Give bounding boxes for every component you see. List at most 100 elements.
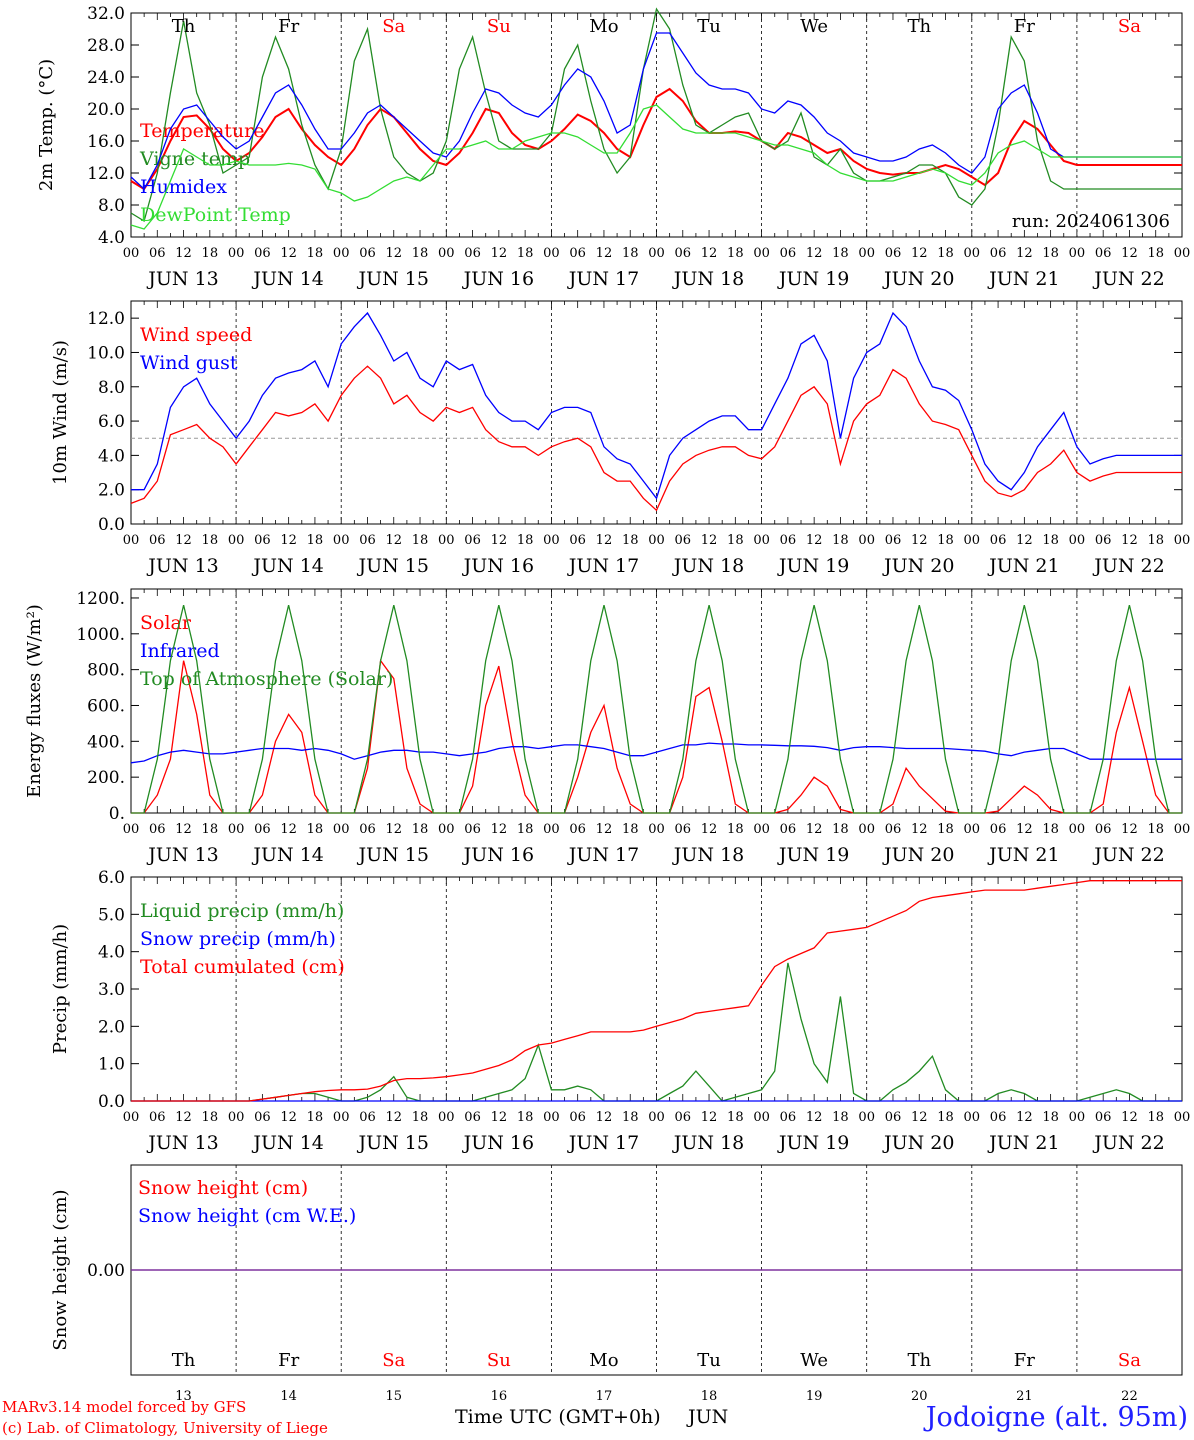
date-label: JUN 19 [777,268,849,290]
hour-tick-label: 00 [753,1110,770,1125]
date-label: JUN 15 [357,1132,429,1154]
hour-tick-label: 06 [780,246,797,261]
hour-tick-label: 18 [622,1110,639,1125]
hour-tick-label: 18 [307,822,324,837]
legend-entry: Wind gust [140,352,238,374]
hour-tick-label: 12 [806,533,823,548]
y-tick-label: 6.0 [98,412,125,432]
day-number-label: 19 [806,1389,823,1404]
hour-tick-label: 00 [438,533,455,548]
date-label: JUN 22 [1092,1132,1164,1154]
weekday-label: Mo [589,16,618,37]
hour-tick-label: 06 [254,1110,271,1125]
hour-tick-label: 00 [438,1110,455,1125]
legend-entry: Liquid precip (mm/h) [140,900,344,922]
y-tick-label: 8.0 [98,378,125,398]
weekday-label: Sa [382,16,405,37]
hour-tick-label: 12 [385,246,402,261]
date-label: JUN 19 [777,844,849,866]
hour-tick-label: 00 [333,246,350,261]
hour-tick-label: 12 [911,822,928,837]
hour-tick-label: 18 [1147,533,1164,548]
hour-tick-label: 00 [1069,822,1086,837]
weekday-label: Th [907,16,931,37]
hour-tick-label: 06 [1095,822,1112,837]
x-axis-title: Time UTC (GMT+0h) [455,1406,661,1428]
hour-tick-label: 12 [1016,246,1033,261]
hour-tick-label: 06 [254,246,271,261]
hour-tick-label: 12 [175,533,192,548]
hour-tick-label: 18 [832,1110,849,1125]
date-label: JUN 16 [462,1132,534,1154]
y-tick-label: 2.0 [98,481,125,501]
x-axis-month: JUN [688,1406,729,1428]
hour-tick-label: 06 [254,822,271,837]
hour-tick-label: 00 [753,822,770,837]
hour-tick-label: 00 [1174,533,1191,548]
hour-tick-label: 06 [569,533,586,548]
series-total-cumulated-cm- [131,880,1182,1102]
y-tick-label: 24.0 [87,68,125,88]
hour-tick-label: 00 [543,533,560,548]
hour-tick-label: 12 [491,246,508,261]
hour-tick-label: 00 [333,533,350,548]
hour-tick-label: 00 [123,246,140,261]
hour-tick-label: 12 [491,533,508,548]
hour-tick-label: 12 [280,533,297,548]
hour-tick-label: 06 [885,533,902,548]
day-number-label: 18 [701,1389,718,1404]
hour-tick-label: 00 [438,246,455,261]
weekday-label: Th [172,16,196,37]
hour-tick-label: 18 [727,1110,744,1125]
hour-tick-label: 12 [1016,533,1033,548]
hour-tick-label: 06 [464,822,481,837]
hour-tick-label: 18 [202,246,219,261]
series-wind-gust [131,311,1182,500]
hour-tick-label: 00 [858,1110,875,1125]
hour-tick-label: 18 [412,246,429,261]
hour-tick-label: 12 [911,1110,928,1125]
date-label: JUN 18 [672,555,744,577]
hour-tick-label: 00 [858,533,875,548]
hour-tick-label: 18 [202,1110,219,1125]
hour-tick-label: 00 [858,822,875,837]
hour-tick-label: 12 [175,822,192,837]
hour-tick-label: 18 [1042,533,1059,548]
hour-tick-label: 18 [937,246,954,261]
run-annotation: run: 2024061306 [1012,211,1170,232]
hour-tick-label: 12 [596,533,613,548]
date-label: JUN 15 [357,555,429,577]
hour-tick-label: 00 [964,246,981,261]
weekday-label: Fr [1014,1350,1035,1371]
day-number-label: 20 [911,1389,928,1404]
weekday-label: We [800,1350,828,1371]
hour-tick-label: 06 [464,1110,481,1125]
hour-tick-label: 18 [517,533,534,548]
hour-tick-label: 12 [385,1110,402,1125]
hour-tick-label: 18 [517,246,534,261]
panel-2: 0.0 2.0 4.0 6.0 8.0 10.0 12.0 10m Wind (m/s) Win… [50,300,1191,577]
date-label: JUN 22 [1092,555,1164,577]
plot-frame [130,588,1183,814]
hour-tick-label: 06 [1095,1110,1112,1125]
y-tick-label: 12.0 [87,164,125,184]
hour-tick-label: 12 [1121,533,1138,548]
hour-tick-label: 06 [780,822,797,837]
hour-tick-label: 12 [701,822,718,837]
hour-tick-label: 12 [175,1110,192,1125]
y-tick-label: 12.0 [87,309,125,329]
series-temperature [130,87,1182,191]
hour-tick-label: 18 [517,1110,534,1125]
hour-tick-label: 12 [1121,822,1138,837]
legend-entry: Snow height (cm W.E.) [138,1205,356,1227]
y-tick-label: 800. [87,661,125,681]
hour-tick-label: 18 [412,1110,429,1125]
hour-tick-label: 18 [307,246,324,261]
legend-entry: Solar [140,612,192,634]
hour-tick-label: 00 [753,246,770,261]
y-tick-label: 10.0 [87,343,125,363]
y-axis-label: 10m Wind (m/s) [50,340,71,485]
series-vigne-temp [130,7,1182,223]
weekday-label: Th [907,1350,931,1371]
panel-4: 0.0 1.0 2.0 3.0 4.0 5.0 6.0 Precip (mm/h) Liquid… [50,868,1190,1154]
